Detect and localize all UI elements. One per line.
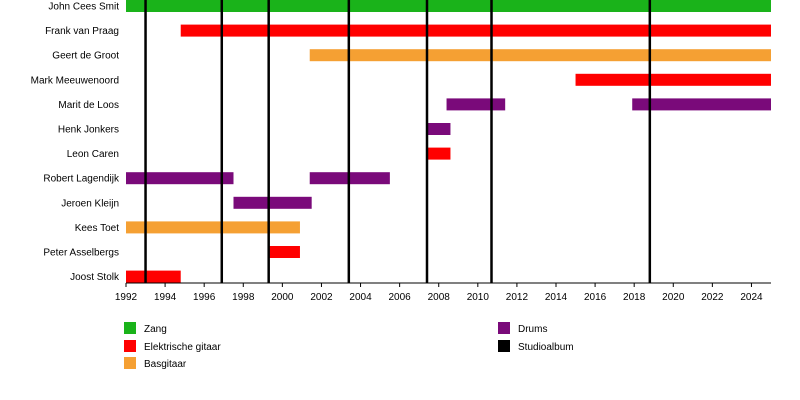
x-tick-label: 1992 (115, 292, 138, 303)
x-tick-label: 2006 (389, 292, 412, 303)
legend-swatch (124, 357, 136, 369)
legend-label: Basgitaar (144, 359, 187, 370)
legend-label: Elektrische gitaar (144, 342, 221, 353)
member-label: Frank van Praag (45, 26, 119, 37)
x-tick-label: 2014 (545, 292, 568, 303)
member-label: Mark Meeuwenoord (31, 75, 119, 86)
legend-swatch (498, 322, 510, 334)
member-label: Leon Caren (67, 149, 119, 160)
x-tick-label: 2020 (662, 292, 685, 303)
x-tick-label: 2024 (740, 292, 763, 303)
x-tick-label: 1998 (232, 292, 255, 303)
x-tick-label: 1994 (154, 292, 177, 303)
member-label: Kees Toet (75, 223, 120, 234)
x-tick-label: 2022 (701, 292, 724, 303)
member-bar (446, 98, 506, 111)
studioalbum-lines (144, 0, 652, 283)
legend-label: Drums (518, 324, 547, 335)
legend-label: Zang (144, 324, 167, 335)
member-label: Robert Lagendijk (43, 174, 120, 185)
member-bar (427, 147, 451, 160)
member-bar (309, 49, 771, 62)
member-label: Marit de Loos (58, 100, 119, 111)
x-tick-label: 2000 (271, 292, 294, 303)
x-tick-label: 2004 (349, 292, 372, 303)
x-tick-label: 2010 (467, 292, 490, 303)
member-bar (126, 221, 300, 234)
x-tick-label: 2008 (428, 292, 451, 303)
member-bar (180, 24, 771, 37)
x-tick-label: 2018 (623, 292, 646, 303)
member-label: Peter Asselbergs (43, 248, 119, 259)
member-bar (126, 172, 234, 185)
x-tick-label: 2002 (310, 292, 333, 303)
member-bar (632, 98, 771, 111)
member-labels: John Cees Smit Frank van Praag Geert de Gr… (31, 2, 120, 284)
x-tick-label: 2012 (506, 292, 529, 303)
x-tick-label: 1996 (193, 292, 216, 303)
member-label: Geert de Groot (52, 51, 119, 62)
member-bar (126, 270, 181, 283)
member-bar (233, 196, 312, 209)
x-axis: 1992 1994 1996 1998 2000 2002 2004 2006 2008 2010… (115, 282, 771, 303)
member-bar (575, 73, 771, 86)
legend-swatch (124, 340, 136, 352)
legend-swatch (124, 322, 136, 334)
member-bar (126, 0, 771, 12)
x-tick-label: 2016 (584, 292, 607, 303)
member-bar (427, 123, 451, 135)
legend-label: Studioalbum (518, 342, 574, 353)
member-label: John Cees Smit (48, 2, 119, 13)
member-bar (268, 246, 300, 258)
legend: Zang Elektrische gitaar Basgitaar Drums Stud… (124, 322, 574, 370)
legend-swatch (498, 340, 510, 352)
member-label: Henk Jonkers (58, 125, 119, 136)
member-label: Jeroen Kleijn (61, 198, 119, 209)
member-label: Joost Stolk (70, 272, 120, 283)
